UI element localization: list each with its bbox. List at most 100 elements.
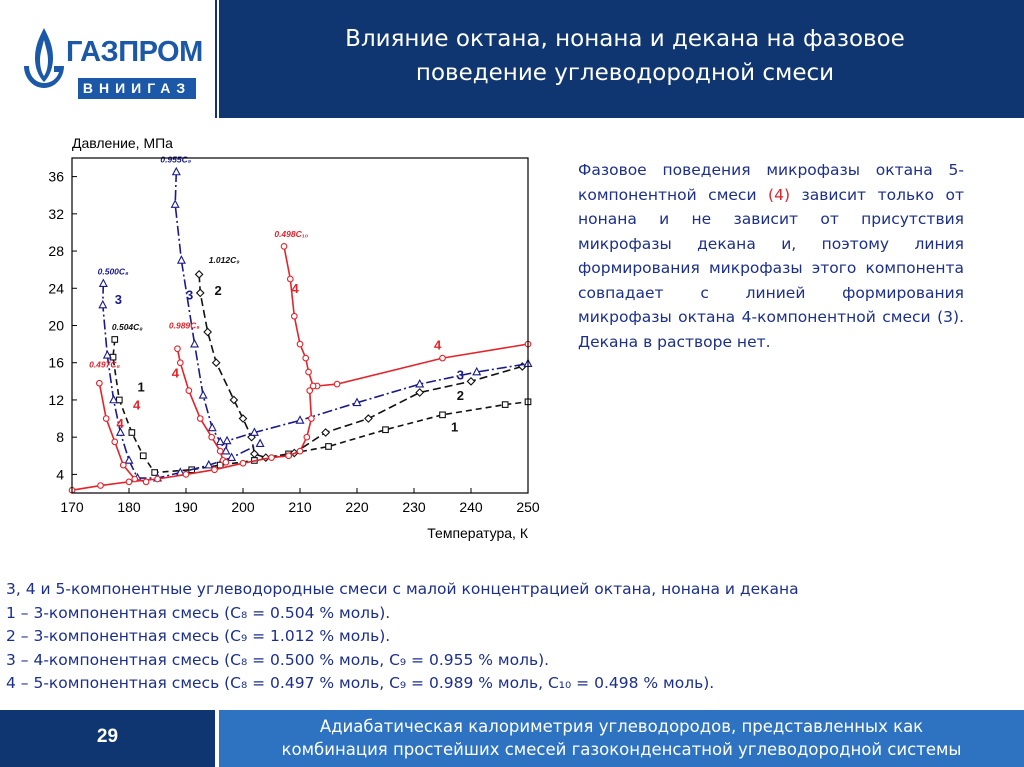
x-tick-label: 190 (174, 499, 198, 515)
series-4-point (102, 415, 110, 422)
series-3-label: 0.955C₉ (160, 155, 191, 165)
series-4-point (208, 433, 215, 441)
series-4-label: 4 (434, 338, 442, 353)
series-2-point (194, 269, 204, 279)
series-1-group: 1 1 0.504C₈ (109, 322, 532, 476)
series-4-label: 4 (116, 416, 124, 431)
logo: ГАЗПРОМ ВНИИГАЗ (0, 0, 215, 118)
x-tick-label: 230 (402, 499, 426, 515)
series-3-point (222, 435, 232, 445)
series-3-point (249, 427, 259, 436)
series-4-point (196, 415, 204, 422)
series-4-point (308, 415, 315, 422)
series-3-point (109, 394, 119, 404)
series-4-point (119, 461, 127, 469)
x-tick-label: 250 (516, 499, 540, 515)
x-tick-label: 220 (345, 499, 369, 515)
series-4-point (182, 471, 190, 478)
series-3-point (115, 427, 125, 436)
series-2-point (321, 428, 331, 437)
series-3-label: 3 (457, 367, 464, 382)
series-4-point (309, 382, 317, 390)
series-2-label: 2 (457, 388, 464, 403)
series-4-point (280, 243, 288, 250)
series-4-point (303, 433, 311, 441)
series-2-point (195, 288, 205, 298)
series-4-point (176, 359, 184, 367)
series-1-point (325, 443, 332, 450)
y-tick-label: 12 (48, 392, 64, 408)
series-4-point (125, 478, 133, 486)
footer-caption-line-1: Адиабатическая калориметрия углеводородо… (319, 717, 924, 736)
legend-item-3: 3 – 4-компонентная смесь (C₈ = 0.500 % м… (6, 650, 550, 669)
series-4-point (97, 482, 104, 489)
series-4-point (111, 438, 119, 446)
x-tick-label: 240 (459, 499, 483, 515)
series-3-point (98, 278, 108, 287)
header-divider (217, 0, 219, 118)
side-text-part2: зависит только от нонана и не зависит от… (578, 185, 964, 351)
series-4-point (222, 458, 230, 466)
series-1-label: 1 (451, 420, 458, 435)
y-tick-label: 16 (48, 355, 64, 371)
footer-caption-line-2: комбинация простейших смесей газоконденс… (281, 740, 962, 759)
series-2-label: 2 (215, 283, 222, 298)
series-3-group: 3 3 3 0.500C₈ 0.955C₉ (98, 155, 533, 482)
series-2-point (415, 388, 425, 397)
footer-caption-box (219, 710, 1024, 767)
series-4-point (290, 312, 298, 320)
logo-subtext: ВНИИГАЗ (78, 78, 196, 99)
side-description: Фазовое поведения микрофазы октана 5-ком… (578, 158, 964, 354)
x-tick-label: 180 (117, 499, 141, 515)
series-4-point (142, 478, 150, 486)
series-3-label: 3 (115, 292, 122, 307)
side-text-highlight: (4) (768, 185, 790, 204)
series-1-point (151, 469, 159, 476)
side-text-part1: Фазовое поведения микрофазы октана 5-ком… (578, 161, 964, 204)
series-3-point (221, 445, 231, 455)
series-1-point (128, 429, 136, 436)
y-tick-label: 36 (48, 169, 64, 185)
mixture-legend: 3, 4 и 5-компонентные углеводородные сме… (6, 578, 1021, 696)
series-2-line (198, 274, 523, 459)
legend-intro: 3, 4 и 5-компонентные углеводородные сме… (6, 580, 799, 598)
series-4-point (286, 275, 294, 283)
series-3-point (171, 166, 181, 176)
series-4-point (333, 380, 341, 388)
series-2-label: 1.012C₉ (209, 255, 240, 265)
y-tick-label: 32 (48, 206, 64, 222)
series-3-point (98, 299, 108, 309)
gazprom-flame-icon (24, 28, 64, 88)
series-3-point (295, 415, 305, 424)
series-3-point (204, 459, 214, 469)
series-4-line (176, 348, 227, 463)
y-tick-label: 4 (56, 466, 64, 482)
series-3-label: 3 (186, 287, 193, 302)
series-4-point (285, 452, 292, 460)
series-4-label: 4 (133, 397, 141, 412)
series-1-point (111, 336, 119, 343)
series-4-point (268, 454, 275, 461)
series-4-label: 4 (172, 366, 180, 381)
series-4-point (154, 475, 161, 483)
y-tick-label: 24 (48, 280, 64, 296)
series-2-point (203, 327, 213, 337)
series-3-point (170, 199, 180, 208)
chart-axes-group: 170 180 190 200 210 220 230 240 2504812162024283… (48, 169, 539, 515)
series-2-group: 2 2 1.012C₉ (194, 255, 527, 463)
series-3-point (472, 366, 482, 376)
series-4-point (306, 387, 314, 394)
series-3-point (176, 255, 186, 264)
footer-separator (0, 707, 1024, 710)
series-4-point (439, 354, 446, 362)
logo-text: ГАЗПРОМ (66, 36, 203, 68)
y-tick-label: 28 (48, 243, 64, 259)
series-3-label: 0.500C₈ (98, 266, 129, 276)
x-tick-label: 170 (60, 499, 84, 515)
series-1-point (501, 401, 509, 408)
series-3-point (190, 338, 200, 348)
series-3-line (101, 283, 261, 479)
series-1-point (115, 396, 123, 404)
